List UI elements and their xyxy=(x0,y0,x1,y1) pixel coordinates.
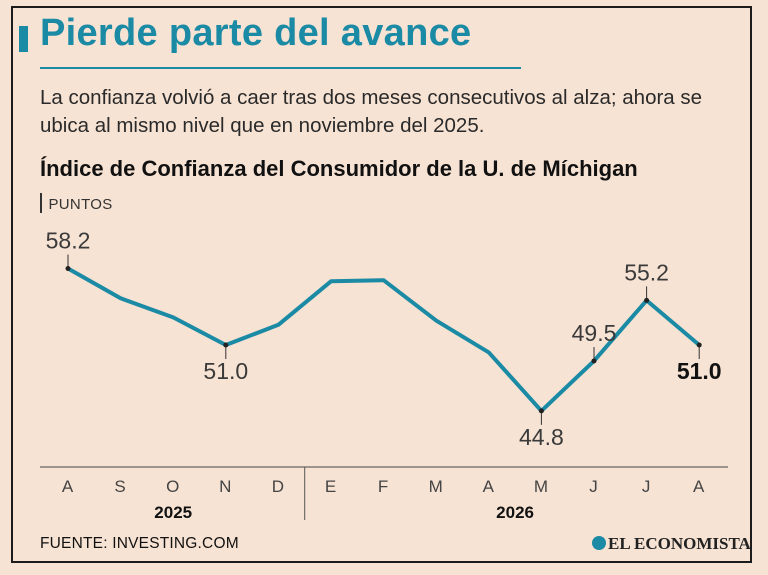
data-label: 51.0 xyxy=(677,358,722,384)
x-tick-label: M xyxy=(429,477,444,496)
x-tick-label: O xyxy=(166,477,180,496)
x-tick-label: S xyxy=(114,477,126,496)
chart-title: Índice de Confianza del Consumidor de la… xyxy=(40,156,638,181)
data-label: 55.2 xyxy=(624,259,669,285)
brand-icon xyxy=(592,536,606,550)
source-note: FUENTE: INVESTING.COM xyxy=(40,535,239,552)
title-underline xyxy=(40,67,521,69)
data-label: 44.8 xyxy=(519,424,564,450)
subtitle: La confianza volvió a caer tras dos mese… xyxy=(40,86,703,137)
year-label: 2025 xyxy=(154,503,192,522)
chart-frame xyxy=(11,6,752,563)
data-point-marker xyxy=(644,297,650,303)
data-point-marker xyxy=(65,266,71,271)
x-tick-label: F xyxy=(378,477,389,496)
x-tick-label: J xyxy=(589,477,599,496)
data-point-marker xyxy=(538,408,544,414)
units-divider xyxy=(40,193,42,213)
x-tick-label: J xyxy=(642,477,652,496)
x-tick-label: A xyxy=(62,477,74,496)
title-accent-bar xyxy=(19,26,28,52)
x-tick-label: E xyxy=(325,477,337,496)
data-label: 58.2 xyxy=(46,228,91,254)
year-label: 2026 xyxy=(496,503,534,522)
data-label: 51.0 xyxy=(203,358,248,384)
data-point-marker xyxy=(223,342,229,348)
data-point-marker xyxy=(591,358,597,364)
units-text: PUNTOS xyxy=(48,196,113,213)
x-tick-label: D xyxy=(272,477,285,496)
brand-logo: EL ECONOMISTA xyxy=(592,534,751,554)
x-tick-label: A xyxy=(693,477,705,496)
x-tick-label: N xyxy=(219,477,232,496)
x-tick-label: A xyxy=(483,477,495,496)
brand-name: EL ECONOMISTA xyxy=(608,534,751,553)
data-point-marker xyxy=(696,342,702,348)
x-tick-label: M xyxy=(534,477,549,496)
units-label: PUNTOS xyxy=(40,193,113,213)
data-label: 49.5 xyxy=(572,320,617,346)
page-title: Pierde parte del avance xyxy=(40,12,472,54)
